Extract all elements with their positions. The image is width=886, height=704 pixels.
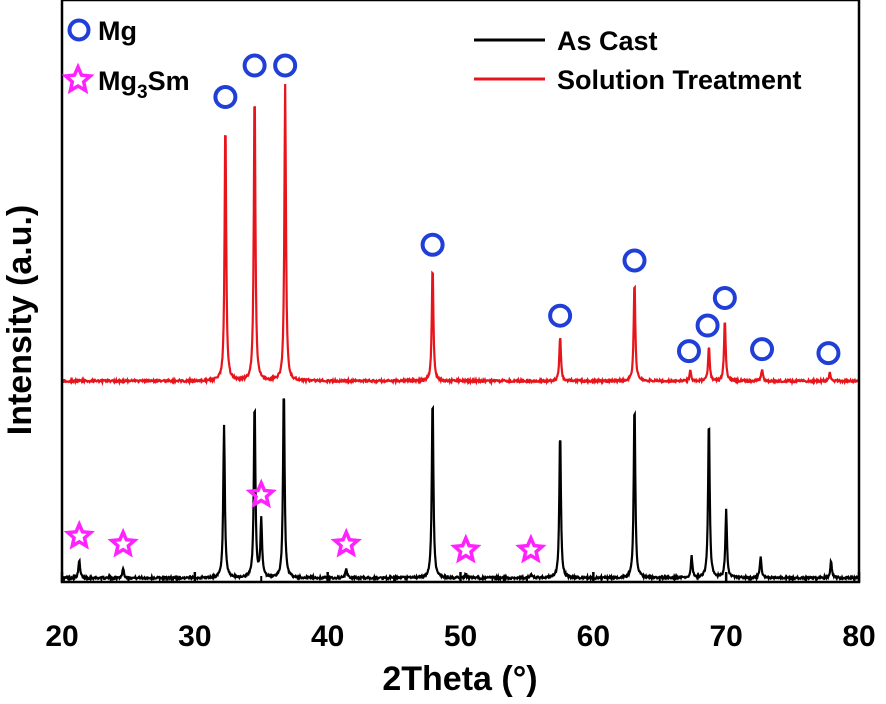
legend-label-as-cast: As Cast bbox=[557, 26, 658, 56]
mg3sm-peak-marker bbox=[450, 533, 482, 564]
mg-peak-marker bbox=[548, 303, 573, 328]
x-tick-label: 50 bbox=[444, 620, 477, 653]
mg-peak-marker bbox=[213, 85, 238, 110]
legend-label-mg3sm-main: Mg bbox=[98, 66, 137, 96]
x-axis-ticks: 20 30 40 50 60 70 80 bbox=[45, 572, 876, 653]
mg-peak-marker bbox=[816, 341, 841, 366]
legend-label-mg3sm: Mg3Sm bbox=[98, 66, 190, 103]
curves-group bbox=[62, 84, 859, 582]
phase-markers-group bbox=[63, 53, 841, 564]
x-axis-title: 2Theta (°) bbox=[382, 660, 537, 698]
mg-peak-marker bbox=[273, 53, 298, 78]
mg-peak-marker bbox=[420, 232, 445, 257]
mg3sm-peak-marker bbox=[245, 478, 277, 509]
mg-peak-marker bbox=[750, 337, 775, 362]
y-axis-title: Intensity (a.u.) bbox=[1, 205, 39, 435]
x-tick-label: 40 bbox=[311, 620, 344, 653]
legend-label-mg3sm-tail: Sm bbox=[148, 66, 190, 96]
x-tick-label: 70 bbox=[709, 620, 742, 653]
mg-peak-marker bbox=[695, 313, 720, 338]
x-tick-label: 20 bbox=[45, 620, 78, 653]
marker-legend: Mg Mg3Sm bbox=[61, 16, 190, 103]
mg-peak-marker bbox=[712, 285, 737, 310]
mg3sm-peak-marker bbox=[515, 533, 547, 564]
legend-mg3sm-star-icon bbox=[61, 62, 95, 95]
series-line-solution-treatment bbox=[62, 84, 859, 387]
mg3sm-peak-marker bbox=[63, 519, 95, 550]
mg3sm-peak-marker bbox=[330, 527, 362, 558]
mg3sm-peak-marker bbox=[107, 527, 139, 558]
legend-mg-circle-icon bbox=[67, 18, 91, 42]
legend-label-mg3sm-sub: 3 bbox=[137, 82, 148, 103]
x-tick-label: 30 bbox=[178, 620, 211, 653]
line-legend: As Cast Solution Treatment bbox=[474, 26, 802, 95]
x-tick-label: 60 bbox=[577, 620, 610, 653]
legend-label-mg: Mg bbox=[98, 16, 137, 46]
x-tick-label: 80 bbox=[842, 620, 875, 653]
legend-label-solution-treatment: Solution Treatment bbox=[557, 65, 802, 95]
mg-peak-marker bbox=[622, 248, 647, 273]
mg-peak-marker bbox=[676, 339, 701, 364]
mg-peak-marker bbox=[242, 53, 267, 78]
